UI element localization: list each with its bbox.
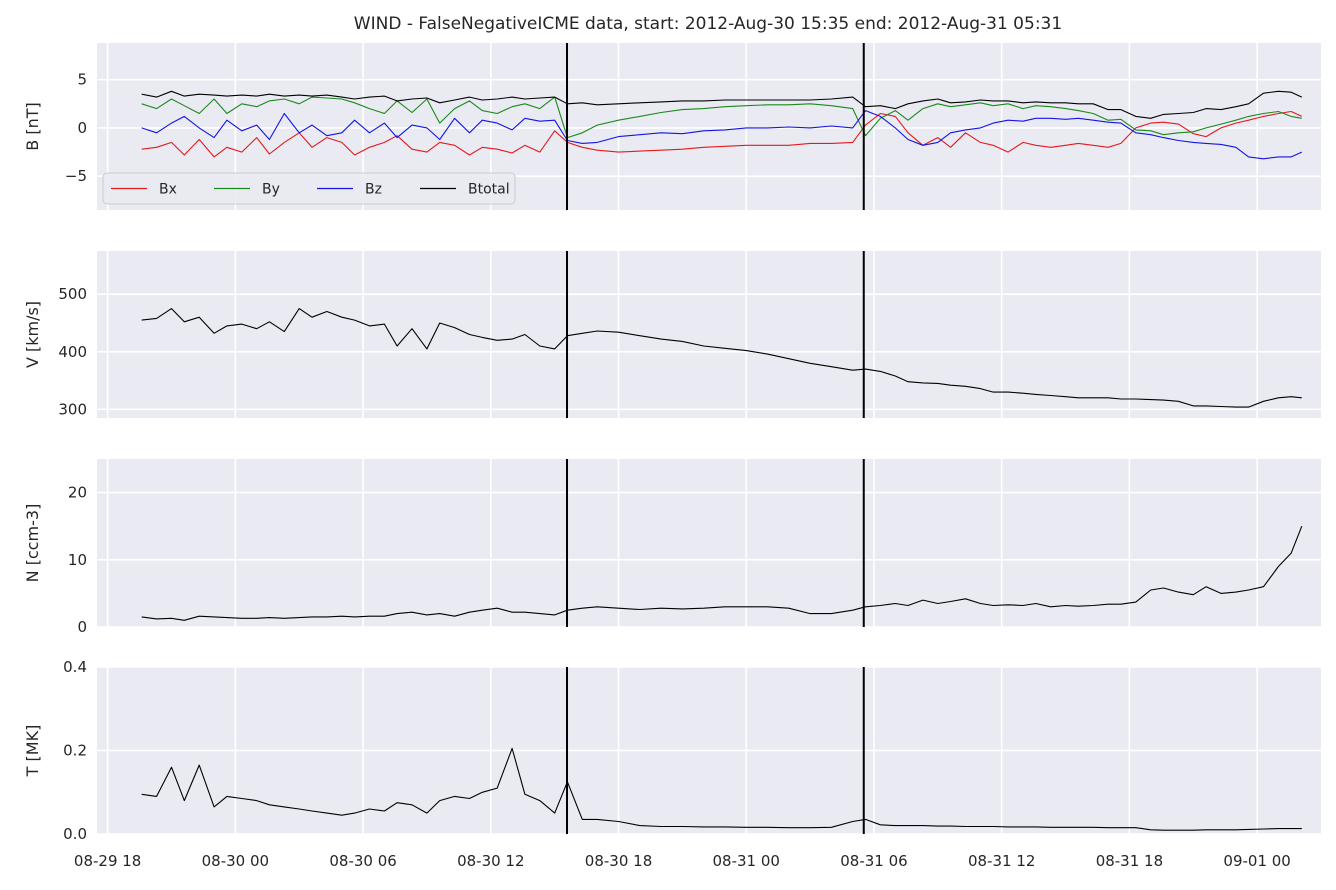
y-tick-label: 0	[77, 119, 87, 137]
y-tick-label: 300	[58, 400, 87, 418]
series-line-t	[141, 747, 1302, 831]
y-tick-label: 5	[77, 71, 87, 89]
y-tick-label: 400	[58, 343, 87, 361]
panel-B: −5 0 5 B [nT] Bx By Bz Btotal	[23, 43, 1321, 210]
y-axis-label: V [km/s]	[23, 301, 42, 368]
y-tick-label: 0.2	[63, 742, 87, 760]
panel-N-background	[97, 459, 1321, 627]
y-tick-label: 20	[68, 484, 87, 502]
legend-box	[102, 172, 516, 205]
panel-V: 300 400 500 V [km/s]	[23, 251, 1321, 418]
series-line-bx	[141, 110, 1303, 158]
series-line-btotal	[141, 90, 1303, 119]
x-tick-label: 08-29 18	[74, 852, 141, 870]
legend-entry-btotal: Btotal	[468, 182, 510, 198]
x-tick-label: 08-30 12	[457, 852, 524, 870]
series-line-bz	[141, 110, 1303, 160]
y-tick-label: 0.0	[63, 825, 87, 843]
panel-V-background	[97, 251, 1321, 418]
y-tick-label: 10	[68, 551, 87, 569]
y-tick-label: −5	[65, 167, 87, 185]
x-tick-label: 08-30 18	[585, 852, 652, 870]
chart-title: WIND - FalseNegativeICME data, start: 20…	[354, 14, 1062, 34]
y-axis-label: N [ccm-3]	[23, 504, 42, 583]
series-line-n	[141, 525, 1303, 621]
series-line-v	[141, 308, 1302, 408]
x-tick-label: 08-31 12	[968, 852, 1035, 870]
panel-T: 0.0 0.2 0.4 T [MK]	[23, 658, 1321, 843]
y-tick-label: 500	[58, 285, 87, 303]
panel-N: 0 10 20 N [ccm-3]	[23, 459, 1321, 636]
x-tick-label: 08-30 06	[329, 852, 396, 870]
y-axis-label: B [nT]	[23, 102, 42, 150]
legend-entry-by: By	[262, 182, 280, 198]
x-tick-label: 08-30 00	[202, 852, 269, 870]
y-axis-label: T [MK]	[23, 725, 42, 778]
x-tick-label: 09-01 00	[1223, 852, 1290, 870]
series-line-by	[141, 96, 1302, 139]
y-tick-label: 0.4	[63, 658, 87, 676]
x-tick-label: 08-31 00	[713, 852, 780, 870]
x-tick-label: 08-31 18	[1096, 852, 1163, 870]
legend-entry-bx: Bx	[159, 182, 177, 198]
y-tick-label: 0	[77, 618, 87, 636]
legend-entry-bz: Bz	[365, 182, 382, 198]
legend: Bx By Bz Btotal	[102, 172, 516, 205]
x-tick-label: 08-31 06	[840, 852, 907, 870]
